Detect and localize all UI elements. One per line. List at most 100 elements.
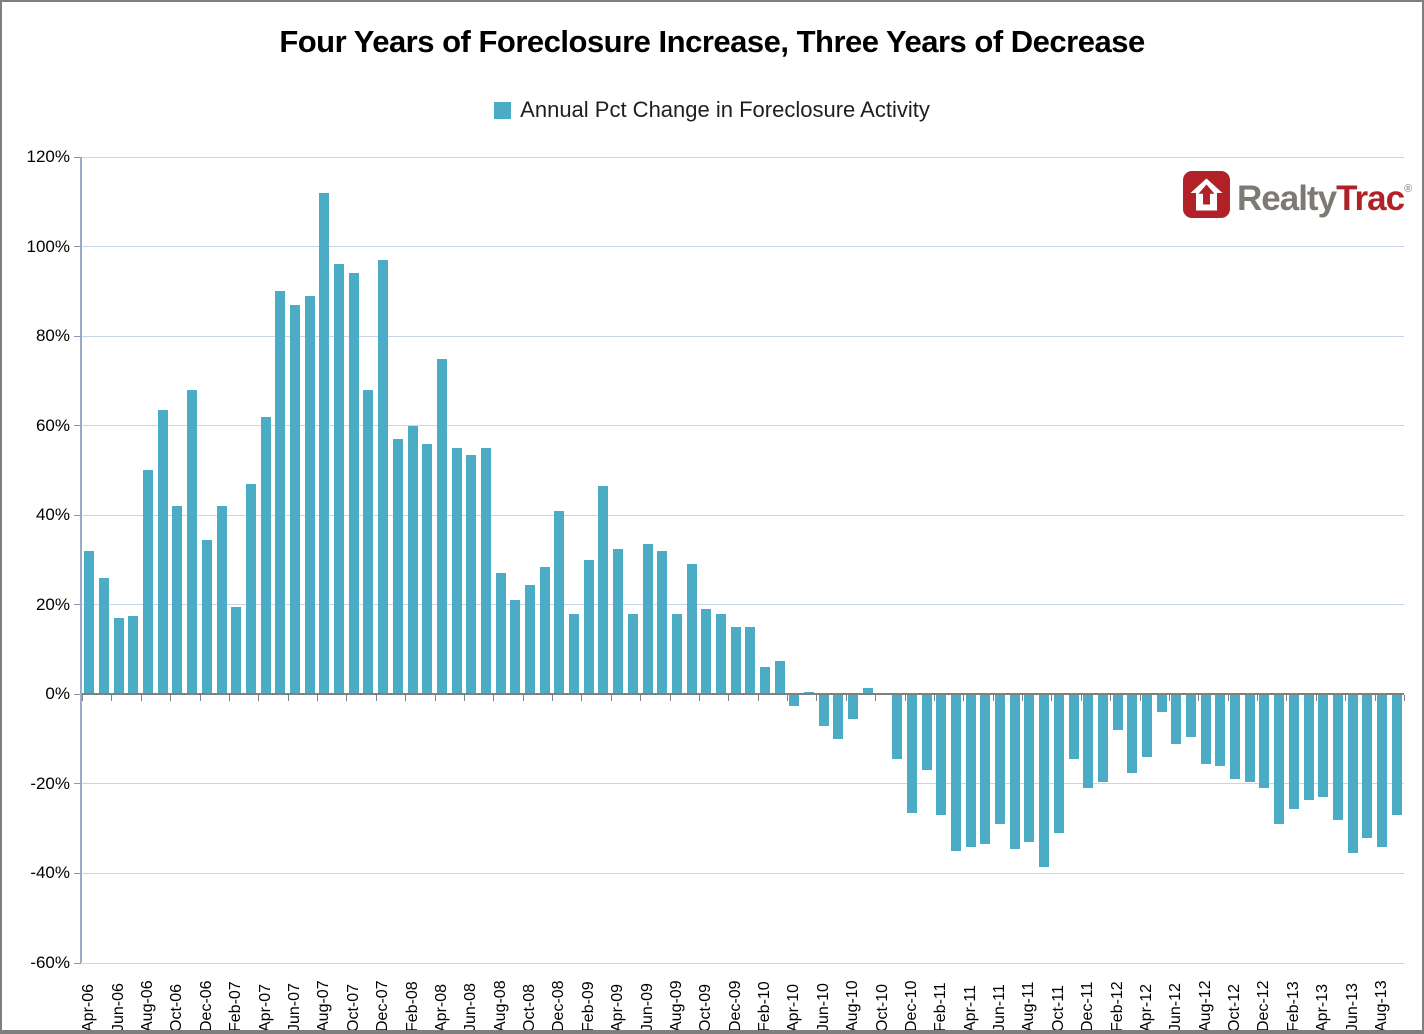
- bar: [613, 548, 624, 695]
- x-axis-tick: [640, 695, 642, 702]
- x-axis-tick-label: Aug-12: [1196, 980, 1214, 1032]
- bar: [1186, 694, 1196, 737]
- x-axis-tick: [1022, 695, 1024, 702]
- bar: [1244, 694, 1255, 782]
- bar: [1053, 694, 1064, 834]
- bar: [84, 551, 95, 695]
- gridline: [82, 514, 1404, 516]
- y-axis-tick-label: 40%: [35, 505, 70, 525]
- x-axis-tick: [1286, 695, 1288, 702]
- gridline: [82, 962, 1404, 964]
- bar: [1391, 694, 1402, 816]
- logo-trac-text: Trac: [1336, 179, 1405, 218]
- bar: [657, 551, 668, 695]
- y-axis-tick: [74, 693, 81, 695]
- x-axis-tick: [463, 695, 465, 702]
- x-axis-tick: [669, 695, 671, 702]
- bar: [789, 694, 800, 706]
- bar: [510, 600, 521, 695]
- x-axis-tick-label: Jun-10: [814, 983, 832, 1032]
- x-axis-tick-label: Oct-11: [1049, 985, 1067, 1032]
- y-axis-tick: [74, 246, 81, 248]
- x-axis-tick: [845, 695, 847, 702]
- x-axis-tick: [346, 695, 348, 702]
- legend: Annual Pct Change in Foreclosure Activit…: [2, 97, 1422, 123]
- bar: [525, 584, 535, 695]
- bar: [99, 577, 110, 695]
- bar: [862, 687, 873, 695]
- y-axis-tick-label: 0%: [45, 684, 70, 704]
- x-axis-tick: [199, 695, 201, 702]
- gridline: [82, 156, 1404, 158]
- bar: [378, 259, 389, 695]
- bar: [892, 694, 903, 760]
- x-axis-tick: [405, 695, 407, 702]
- x-axis-tick: [904, 695, 906, 702]
- bar: [701, 609, 712, 695]
- y-axis-tick-label: 120%: [26, 147, 70, 166]
- bar: [950, 694, 961, 852]
- x-axis-tick-label: Oct-10: [873, 983, 891, 1032]
- x-axis-tick-label: Aug-11: [1020, 981, 1038, 1032]
- x-axis-tick: [933, 695, 935, 702]
- x-axis-tick-label: Feb-07: [227, 981, 245, 1032]
- x-axis-tick-label: Dec-10: [902, 980, 920, 1032]
- bar: [392, 439, 403, 695]
- x-axis-tick-label: Oct-07: [344, 983, 362, 1032]
- x-axis-tick-label: Aug-13: [1372, 980, 1390, 1032]
- bar: [260, 416, 271, 695]
- realtytrac-logo: RealtyTrac®: [1183, 166, 1412, 222]
- y-axis-tick-label: -20%: [30, 773, 70, 793]
- bar: [289, 304, 300, 695]
- bar: [936, 694, 947, 816]
- x-axis-tick-label: Feb-09: [579, 981, 597, 1032]
- x-axis-tick-label: Aug-06: [139, 980, 157, 1032]
- bar: [730, 627, 741, 695]
- bar: [304, 295, 315, 695]
- y-axis-tick: [74, 335, 81, 337]
- bar: [143, 470, 154, 695]
- x-axis-tick: [787, 695, 789, 702]
- bar: [216, 506, 227, 695]
- bar: [319, 192, 330, 695]
- x-axis-tick-label: Oct-12: [1226, 983, 1244, 1032]
- bar: [671, 613, 682, 695]
- bar: [1230, 694, 1241, 780]
- bar: [1200, 694, 1211, 764]
- bar: [334, 264, 345, 695]
- x-axis-tick: [1080, 695, 1082, 702]
- bar: [1171, 694, 1182, 744]
- x-axis-tick-label: Dec-07: [374, 980, 392, 1032]
- bar: [128, 615, 139, 695]
- x-axis-tick: [1198, 695, 1200, 702]
- bar: [436, 358, 447, 695]
- bar: [1288, 694, 1299, 809]
- bar: [1156, 694, 1167, 713]
- bar: [627, 613, 638, 695]
- bar: [715, 613, 726, 695]
- x-axis-tick: [434, 695, 436, 702]
- x-axis-tick: [816, 695, 818, 702]
- gridline: [82, 872, 1404, 874]
- x-axis-tick-label: Apr-10: [785, 983, 803, 1032]
- bar: [348, 273, 359, 695]
- bar: [231, 607, 242, 695]
- bar: [554, 510, 565, 695]
- bar: [1332, 694, 1343, 820]
- y-axis-tick: [74, 156, 81, 158]
- x-axis-tick-label: Dec-12: [1255, 980, 1273, 1032]
- y-axis-tick: [74, 962, 81, 964]
- x-axis-tick-label: Feb-08: [403, 981, 421, 1032]
- bar: [965, 694, 976, 847]
- bar: [598, 486, 609, 695]
- x-axis-tick-label: Apr-08: [432, 983, 450, 1032]
- x-axis-tick: [552, 695, 554, 702]
- bar: [480, 448, 491, 695]
- x-axis-tick-label: Oct-09: [697, 983, 715, 1032]
- x-axis-tick: [1404, 695, 1405, 702]
- bar: [804, 692, 815, 695]
- bar: [1215, 694, 1226, 766]
- gridline: [82, 783, 1404, 785]
- bar: [407, 425, 418, 695]
